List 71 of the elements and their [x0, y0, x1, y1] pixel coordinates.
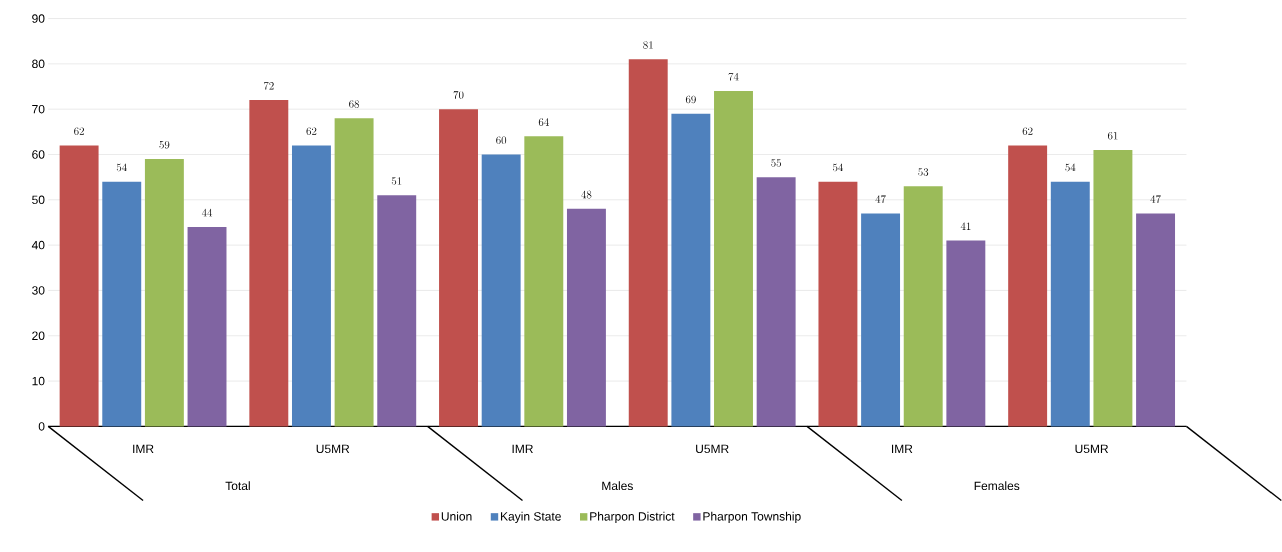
bar: [1136, 213, 1176, 427]
text: Males: [602, 481, 633, 491]
data-label: 60: [496, 136, 507, 145]
bar: [671, 113, 711, 427]
bar: [1008, 145, 1048, 427]
y-tick-label: 20: [32, 331, 45, 341]
y-tick-label: 60: [32, 150, 45, 159]
data-label: 62: [74, 127, 84, 136]
data-label: 48: [581, 190, 592, 199]
bar: [144, 159, 184, 427]
data-label: 51: [391, 177, 402, 186]
x-tick-label: IMR: [512, 444, 533, 454]
data-label: 44: [201, 209, 213, 217]
y-tick-label: 30: [32, 286, 45, 295]
bar: [1093, 150, 1133, 427]
bar: [1050, 181, 1090, 427]
y-tick-label: 0: [38, 422, 45, 431]
data-label: 69: [685, 95, 696, 104]
x-tick-label: IMR: [133, 444, 154, 454]
data-label: 68: [349, 100, 360, 109]
data-label: 47: [875, 195, 886, 204]
data-label: 74: [728, 73, 739, 81]
data-label: 54: [1065, 163, 1076, 172]
y-tick-label: 70: [32, 105, 45, 114]
x-tick-label: U5MR: [316, 444, 350, 454]
data-label: 55: [771, 159, 782, 167]
x-tick-label: U5MR: [1075, 444, 1109, 454]
bar: [59, 145, 99, 427]
y-tick-label: 80: [32, 59, 45, 69]
bar: [291, 145, 331, 427]
y-tick-label: 40: [31, 241, 45, 250]
data-label: 47: [1150, 195, 1161, 204]
bar: [861, 213, 901, 427]
legend-label: Pharpon District: [590, 512, 675, 524]
data-label: 70: [453, 91, 464, 99]
bar: [249, 100, 289, 427]
bar: [566, 209, 606, 427]
bar: [377, 195, 417, 427]
bar: [756, 177, 796, 427]
bar: [903, 186, 943, 427]
y-tick-label: 90: [32, 14, 45, 24]
bar: [481, 154, 521, 427]
data-label: 54: [833, 163, 844, 172]
text: Females: [974, 481, 1020, 491]
legend-label: Union: [441, 512, 472, 521]
bar: [714, 91, 753, 427]
data-label: 53: [918, 168, 929, 176]
bar: [334, 118, 374, 427]
data-label: 72: [263, 82, 274, 90]
data-label: 81: [643, 41, 653, 50]
bar: [187, 227, 227, 427]
data-label: 59: [159, 141, 170, 149]
x-tick-label: IMR: [892, 444, 913, 454]
bar: [628, 59, 668, 427]
data-label: 61: [1107, 132, 1118, 140]
bar: [102, 181, 142, 427]
legend-label: Kayin State: [501, 512, 561, 524]
text: Total: [225, 481, 250, 491]
y-tick-label: 50: [32, 195, 45, 205]
bar: [946, 240, 986, 427]
bar: [524, 136, 564, 427]
data-label: 41: [960, 222, 971, 231]
data-label: 62: [1022, 127, 1033, 136]
data-label: 54: [116, 163, 127, 172]
y-tick-label: 10: [32, 377, 45, 386]
bar: [818, 181, 858, 427]
bar: [439, 109, 478, 427]
x-tick-label: U5MR: [696, 444, 729, 454]
data-label: 64: [538, 118, 549, 127]
legend-label: Pharpon Township: [703, 512, 801, 524]
data-label: 62: [306, 127, 317, 136]
